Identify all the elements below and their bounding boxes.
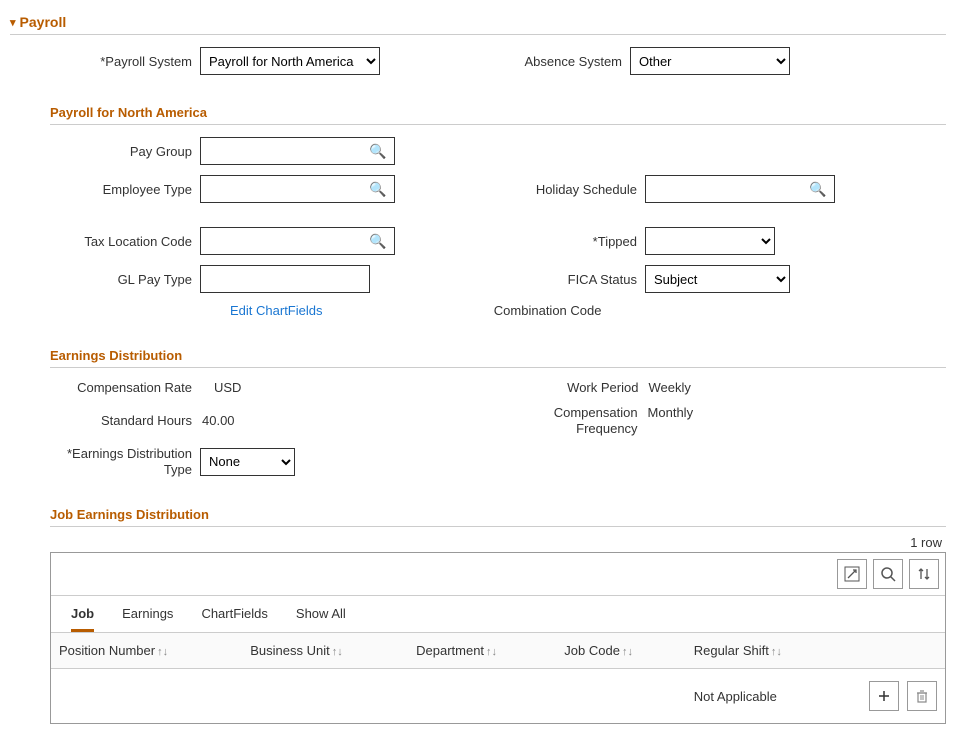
col-regular-shift[interactable]: Regular Shift↑↓ [686, 633, 845, 669]
sort-icon[interactable] [909, 559, 939, 589]
col-business-unit[interactable]: Business Unit↑↓ [242, 633, 408, 669]
tax-location-lookup[interactable]: 🔍 [200, 227, 395, 255]
col-department[interactable]: Department↑↓ [408, 633, 556, 669]
compensation-rate-value: USD [212, 380, 241, 395]
job-earnings-grid: Job Earnings ChartFields Show All Positi… [50, 552, 946, 724]
pna-header: Payroll for North America [50, 101, 946, 125]
tab-job[interactable]: Job [71, 606, 94, 632]
combination-code-label: Combination Code [479, 303, 609, 318]
cell-business-unit [242, 669, 408, 724]
earnings-dist-type-label: *Earnings Distribution Type [50, 446, 200, 477]
tax-location-input[interactable] [201, 229, 366, 253]
payroll-section-title: Payroll [20, 14, 67, 30]
earnings-dist-type-select[interactable]: None [200, 448, 295, 476]
pay-group-input[interactable] [201, 139, 366, 163]
job-earnings-header: Job Earnings Distribution [50, 503, 946, 527]
tipped-select[interactable] [645, 227, 775, 255]
standard-hours-value: 40.00 [200, 413, 235, 428]
tipped-label: *Tipped [515, 234, 645, 249]
col-job-code[interactable]: Job Code↑↓ [556, 633, 685, 669]
standard-hours-label: Standard Hours [50, 413, 200, 428]
search-icon[interactable]: 🔍 [366, 143, 390, 160]
payroll-system-select[interactable]: Payroll for North America [200, 47, 380, 75]
fica-status-select[interactable]: Subject [645, 265, 790, 293]
holiday-schedule-input[interactable] [646, 177, 806, 201]
tax-location-label: Tax Location Code [50, 234, 200, 249]
compensation-frequency-value: Monthly [646, 405, 694, 420]
absence-system-select[interactable]: Other [630, 47, 790, 75]
tab-earnings[interactable]: Earnings [122, 606, 173, 632]
cell-job-code [556, 669, 685, 724]
add-row-button[interactable] [869, 681, 899, 711]
payroll-section-header[interactable]: ▾ Payroll [10, 10, 946, 35]
work-period-value: Weekly [646, 380, 690, 395]
grid-header-row: Position Number↑↓ Business Unit↑↓ Depart… [51, 633, 945, 669]
holiday-schedule-lookup[interactable]: 🔍 [645, 175, 835, 203]
employee-type-lookup[interactable]: 🔍 [200, 175, 395, 203]
cell-department [408, 669, 556, 724]
table-row: Not Applicable [51, 669, 945, 724]
compensation-rate-label: Compensation Rate [50, 380, 200, 395]
delete-row-button[interactable] [907, 681, 937, 711]
earnings-dist-header: Earnings Distribution [50, 344, 946, 368]
grid-table: Position Number↑↓ Business Unit↑↓ Depart… [51, 633, 945, 723]
tab-chartfields[interactable]: ChartFields [201, 606, 267, 632]
col-position-number[interactable]: Position Number↑↓ [51, 633, 242, 669]
cell-regular-shift: Not Applicable [686, 669, 845, 724]
grid-row-count: 1 row [50, 533, 946, 552]
cell-position-number [51, 669, 242, 724]
personalize-icon[interactable] [837, 559, 867, 589]
grid-tabs: Job Earnings ChartFields Show All [51, 596, 945, 633]
compensation-frequency-label: Compensation Frequency [520, 405, 638, 436]
find-icon[interactable] [873, 559, 903, 589]
gl-pay-type-label: GL Pay Type [50, 272, 200, 287]
employee-type-input[interactable] [201, 177, 366, 201]
fica-status-label: FICA Status [515, 272, 645, 287]
gl-pay-type-input[interactable] [200, 265, 370, 293]
edit-chartfields-link[interactable]: Edit ChartFields [230, 303, 322, 318]
work-period-label: Work Period [516, 380, 646, 395]
pay-group-label: Pay Group [50, 144, 200, 159]
search-icon[interactable]: 🔍 [806, 181, 830, 198]
collapse-icon: ▾ [10, 16, 16, 29]
payroll-system-label: *Payroll System [50, 54, 200, 69]
employee-type-label: Employee Type [50, 182, 200, 197]
search-icon[interactable]: 🔍 [366, 233, 390, 250]
tab-show-all[interactable]: Show All [296, 606, 346, 632]
absence-system-label: Absence System [500, 54, 630, 69]
holiday-schedule-label: Holiday Schedule [515, 182, 645, 197]
pay-group-lookup[interactable]: 🔍 [200, 137, 395, 165]
search-icon[interactable]: 🔍 [366, 181, 390, 198]
grid-toolbar [51, 553, 945, 596]
